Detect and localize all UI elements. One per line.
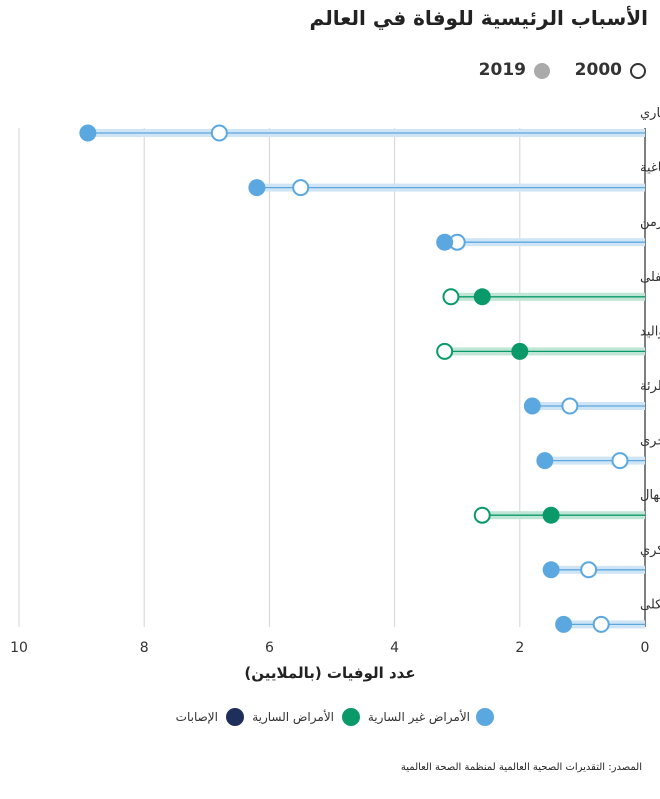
row-label: 6- سرطان الرغامى والشُعب الهوائية والرئة [640, 378, 660, 394]
x-axis-title: عدد الوفيات (بالملايين) [244, 664, 416, 682]
x-tick-label: 10 [10, 640, 28, 656]
row-label: 3- داء الانسداد الرئوي المزمن [640, 215, 660, 230]
point-2019 [555, 615, 573, 633]
x-tick-label: 4 [390, 640, 399, 656]
point-2019 [511, 342, 529, 360]
point-2019 [436, 233, 454, 251]
row-label: 9- داء السكري [640, 543, 660, 558]
row-cause: أمراض القناة التنفسية السفلى [640, 268, 660, 285]
point-2019 [248, 179, 266, 197]
legend-noncommunicable-dot-icon [476, 708, 494, 726]
point-2000 [592, 615, 610, 633]
legend-noncommunicable-label: الأمراض غير السارية [367, 710, 470, 724]
row-cause: السكتة الدماغية [640, 161, 660, 176]
filled-circle-icon [534, 63, 550, 79]
row-cause: أمراض الإسهال [640, 486, 660, 503]
legend-communicable-dot-icon [342, 708, 360, 726]
row-cause: أمراض الكلى [640, 595, 660, 612]
row-cause: داء الانسداد الرئوي المزمن [640, 215, 660, 230]
year-legend-2000-label: 2000 [574, 60, 622, 80]
point-2019 [523, 397, 541, 415]
point-2000 [442, 288, 460, 306]
row-label: 2- السكتة الدماغية [640, 161, 660, 176]
row-cause: سرطان الرغامى والشُعب الهوائية والرئة [640, 378, 660, 394]
year-legend-2019-label: 2019 [478, 60, 526, 80]
point-2000 [210, 124, 228, 142]
category-legend: الأمراض غير السارية الأمراض السارية الإص… [0, 708, 660, 732]
x-tick-label: 6 [265, 640, 274, 656]
point-2000 [292, 179, 310, 197]
point-2000 [611, 452, 629, 470]
point-2000 [580, 561, 598, 579]
chart-title: الأسباب الرئيسية للوفاة في العالم [309, 6, 648, 30]
point-2000 [473, 506, 491, 524]
hollow-circle-icon [630, 63, 646, 79]
x-tick-label: 2 [515, 640, 524, 656]
dumbbell-chart: 10 8 6 4 2 0 1- داء القلب الإقفاري 2- السكتة ال… [10, 106, 660, 656]
x-tick-label: 0 [641, 640, 650, 656]
legend-injuries-label: الإصابات [175, 710, 218, 724]
row-cause: الحالات المرضية في المواليد [640, 324, 660, 339]
point-2000 [561, 397, 579, 415]
row-label: 4- أمراض القناة التنفسية السفلى [640, 268, 660, 285]
row-label: 1- داء القلب الإقفاري [640, 106, 660, 121]
row-label: 7- داء ألزهايمر وحالات الخرف الأخرى [640, 432, 660, 449]
point-2019 [536, 452, 554, 470]
row-cause: داء السكري [640, 543, 660, 558]
point-2019 [79, 124, 97, 142]
row-label: 10- أمراض الكلى [640, 595, 660, 612]
x-tick-label: 8 [140, 640, 149, 656]
source-note: المصدر: التقديرات الصحية العالمية لمنظمة… [400, 762, 642, 773]
year-legend: 2000 2019 [476, 60, 646, 84]
point-2019 [473, 288, 491, 306]
row-cause: داء ألزهايمر وحالات الخرف الأخرى [640, 432, 660, 449]
row-label: 8- أمراض الإسهال [640, 486, 660, 503]
legend-injuries-dot-icon [226, 708, 244, 726]
legend-communicable-label: الأمراض السارية [252, 710, 334, 724]
row-cause: داء القلب الإقفاري [640, 106, 660, 121]
point-2019 [542, 561, 560, 579]
point-2019 [542, 506, 560, 524]
row-label: 5- الحالات المرضية في المواليد [640, 324, 660, 339]
point-2000 [436, 342, 454, 360]
